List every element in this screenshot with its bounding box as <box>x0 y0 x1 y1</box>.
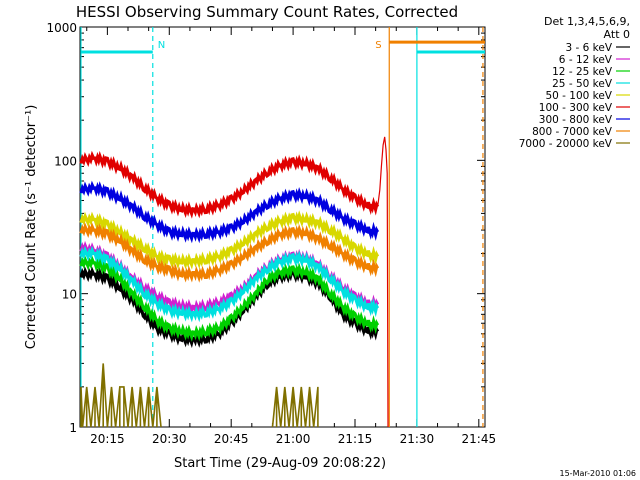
legend-header-detectors: Det 1,3,4,5,6,9, <box>544 15 630 28</box>
series-7000-20000kev <box>271 386 319 428</box>
series-25-50kev <box>79 245 380 323</box>
x-tick-label: 20:15 <box>90 432 125 446</box>
series-300-800kev <box>79 180 380 244</box>
legend-label: 50 - 100 keV <box>545 90 612 102</box>
x-tick-label: 21:30 <box>400 432 435 446</box>
series-rise-spike <box>377 136 389 428</box>
legend-label: 7000 - 20000 keV <box>519 138 613 150</box>
series-group <box>79 136 389 428</box>
marker-n: N <box>158 40 165 51</box>
x-axis-label: Start Time (29-Aug-09 20:08:22) <box>174 456 386 471</box>
series-3-6kev <box>79 266 380 349</box>
chart-title: HESSI Observing Summary Count Rates, Cor… <box>76 3 458 21</box>
legend-label: 800 - 7000 keV <box>532 126 613 138</box>
y-tick-label: 10 <box>62 288 77 302</box>
plot-frame <box>79 26 486 428</box>
x-tick-label: 20:30 <box>152 432 187 446</box>
series-7000-20000kev <box>80 363 162 428</box>
x-tick-label: 21:45 <box>462 432 497 446</box>
y-tick-label: 1 <box>69 421 77 435</box>
legend-header-attenuator: Att 0 <box>604 28 630 41</box>
series-800-7000kev <box>79 222 380 283</box>
timestamp: 15-Mar-2010 01:06 <box>560 469 637 478</box>
legend-label: 100 - 300 keV <box>539 102 613 114</box>
legend-label: 300 - 800 keV <box>539 114 613 126</box>
y-tick-label: 100 <box>54 154 77 168</box>
legend-label: 6 - 12 keV <box>559 54 613 66</box>
marker-s: S <box>375 40 381 51</box>
series-12-25kev <box>79 255 380 342</box>
legend-label: 25 - 50 keV <box>552 78 613 90</box>
x-tick-label: 20:45 <box>214 432 249 446</box>
legend-label: 3 - 6 keV <box>565 42 612 54</box>
series-100-300kev <box>79 150 380 219</box>
x-tick-label: 21:00 <box>276 432 311 446</box>
y-tick-label: 1000 <box>46 21 77 35</box>
legend-label: 12 - 25 keV <box>552 66 613 78</box>
series-50-100kev <box>79 210 380 270</box>
y-axis-label: Corrected Count Rate (s⁻¹ detector⁻¹) <box>24 105 39 350</box>
x-tick-label: 21:15 <box>338 432 373 446</box>
